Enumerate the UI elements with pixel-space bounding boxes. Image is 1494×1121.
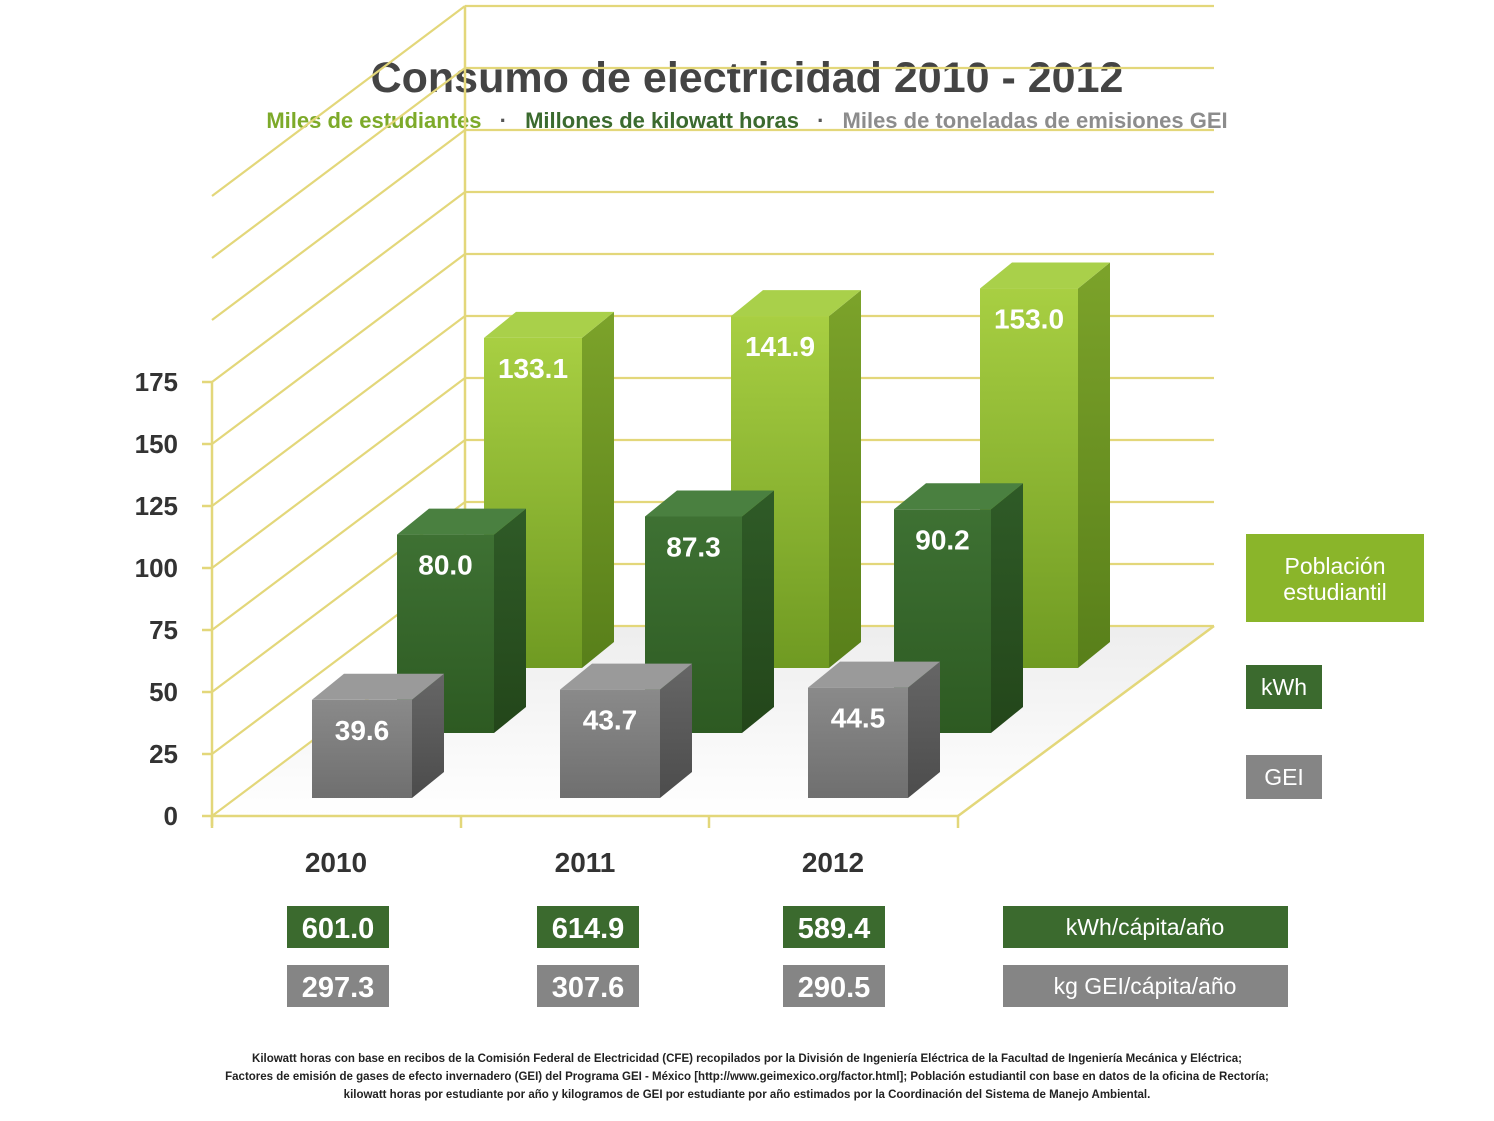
legend-label-kwh: kWh xyxy=(1261,674,1307,700)
y-tick-label: 100 xyxy=(135,553,178,583)
subtitle-gei: Miles de toneladas de emisiones GEI xyxy=(843,108,1228,133)
bar-kwh-value-label: 87.3 xyxy=(666,531,721,562)
legend: Población estudiantil kWh GEI xyxy=(1246,534,1424,799)
bar-gei-2011: 43.7 xyxy=(560,663,692,798)
legend-swatch-poblacion xyxy=(1246,534,1424,622)
subtitle-separator-1: · xyxy=(500,108,507,133)
per-capita-box xyxy=(783,906,885,948)
bar-gei-front xyxy=(560,689,660,798)
x-category-label: 2012 xyxy=(802,847,864,878)
bar-gei-value-label: 44.5 xyxy=(831,703,886,734)
chart-title: Consumo de electricidad 2010 - 2012 xyxy=(371,54,1124,102)
bar-gei-value-label: 43.7 xyxy=(583,705,638,736)
gridline-diagonal xyxy=(211,377,466,569)
bar-gei-top xyxy=(808,661,940,688)
per-capita-box xyxy=(537,965,639,1007)
bar-poblacion-side xyxy=(582,311,614,668)
bar-gei-top xyxy=(560,663,692,690)
footnote-line-3: kilowatt horas por estudiante por año y … xyxy=(344,1089,1151,1101)
per-capita-row-label: kg GEI/cápita/año xyxy=(1054,973,1237,999)
bar-kwh-top xyxy=(894,483,1023,510)
bar-gei-side xyxy=(412,673,444,798)
subtitle-separator-2: · xyxy=(817,108,824,133)
bar-poblacion-value-label: 141.9 xyxy=(745,331,815,362)
subtitle-kwh: Millones de kilowatt horas xyxy=(525,108,799,133)
bar-poblacion-value-label: 153.0 xyxy=(994,304,1064,335)
bar-kwh-side xyxy=(742,490,774,733)
per-capita-row-label: kWh/cápita/año xyxy=(1066,914,1225,940)
series-bar-poblacion: 133.1 141.9 153.0 xyxy=(484,262,1110,668)
subtitle-students: Miles de estudiantes xyxy=(266,108,481,133)
per-capita-row-label-box xyxy=(1003,906,1288,948)
per-capita-value: 614.9 xyxy=(552,913,625,945)
footnote-line-1: Kilowatt horas con base en recibos de la… xyxy=(252,1053,1242,1065)
x-category-label: 2011 xyxy=(555,847,616,878)
bar-kwh-top xyxy=(397,508,526,535)
gridline-diagonal xyxy=(211,5,466,197)
x-category-label: 2010 xyxy=(305,847,367,878)
bar-kwh-side xyxy=(991,483,1023,733)
y-tick-label: 125 xyxy=(135,491,178,521)
per-capita-table: 601.0 614.9 589.4 kWh/cápita/año 297.3 307.6 2… xyxy=(287,906,1288,1007)
bar-gei-front xyxy=(808,687,908,798)
bar-gei-value-label: 39.6 xyxy=(335,715,390,746)
gridline-diagonal xyxy=(211,129,466,321)
bar-gei-side xyxy=(660,663,692,798)
bar-poblacion-top xyxy=(980,262,1110,289)
bar-gei-side xyxy=(908,661,940,798)
footnote: Kilowatt horas con base en recibos de la… xyxy=(225,1053,1269,1101)
bar-kwh-top xyxy=(645,490,774,517)
gridline-diagonal xyxy=(211,67,466,259)
gridline-diagonal xyxy=(211,439,466,631)
bar-poblacion-top xyxy=(484,311,614,338)
per-capita-box xyxy=(287,965,389,1007)
per-capita-value: 589.4 xyxy=(798,913,871,945)
bar-gei-front xyxy=(312,699,412,798)
per-capita-box xyxy=(537,906,639,948)
legend-swatch-kwh xyxy=(1246,665,1322,709)
series-bar-gei: 39.6 43.7 44.5 xyxy=(312,661,940,798)
y-tick-label: 25 xyxy=(149,739,178,769)
bar-gei-2012: 44.5 xyxy=(808,661,940,798)
bar-kwh-value-label: 90.2 xyxy=(915,524,970,555)
plot-area: 0 25 50 75 100 125 150 175 133.1 141.9 153.0 80.0 87… xyxy=(135,4,1215,878)
y-tick-label: 0 xyxy=(164,801,178,831)
bar-kwh-2011: 87.3 xyxy=(645,490,774,733)
gridline-diagonal xyxy=(211,253,466,445)
legend-label-poblacion-line-1: Población xyxy=(1284,553,1385,579)
bar-poblacion-top xyxy=(731,290,861,317)
bar-poblacion-value-label: 133.1 xyxy=(498,353,568,384)
floor-right-edge xyxy=(957,624,1215,818)
bar-kwh-side xyxy=(494,508,526,733)
per-capita-value: 290.5 xyxy=(798,972,871,1004)
bar-poblacion-side xyxy=(829,290,861,668)
y-tick-label: 150 xyxy=(135,429,178,459)
chart-subtitle: Miles de estudiantes · Millones de kilow… xyxy=(266,108,1227,133)
gridline-diagonal xyxy=(211,191,466,383)
bar-gei-top xyxy=(312,673,444,700)
per-capita-box xyxy=(783,965,885,1007)
legend-label-gei: GEI xyxy=(1264,764,1304,790)
per-capita-value: 307.6 xyxy=(552,972,625,1004)
per-capita-value: 297.3 xyxy=(302,972,375,1004)
per-capita-box xyxy=(287,906,389,948)
bar-poblacion-2012: 153.0 xyxy=(980,262,1110,668)
per-capita-row-label-box xyxy=(1003,965,1288,1007)
bar-poblacion-side xyxy=(1078,262,1110,668)
legend-swatch-gei xyxy=(1246,755,1322,799)
y-tick-label: 75 xyxy=(149,615,178,645)
y-tick-label: 175 xyxy=(135,367,178,397)
legend-label-poblacion-line-2: estudiantil xyxy=(1283,579,1387,605)
gridline-diagonal xyxy=(211,315,466,507)
footnote-line-2: Factores de emisión de gases de efecto i… xyxy=(225,1071,1269,1083)
bar-gei-2010: 39.6 xyxy=(312,673,444,798)
per-capita-value: 601.0 xyxy=(302,913,375,945)
bar-kwh-value-label: 80.0 xyxy=(418,550,473,581)
y-tick-label: 50 xyxy=(149,677,178,707)
bar-kwh-2010: 80.0 xyxy=(397,508,526,733)
